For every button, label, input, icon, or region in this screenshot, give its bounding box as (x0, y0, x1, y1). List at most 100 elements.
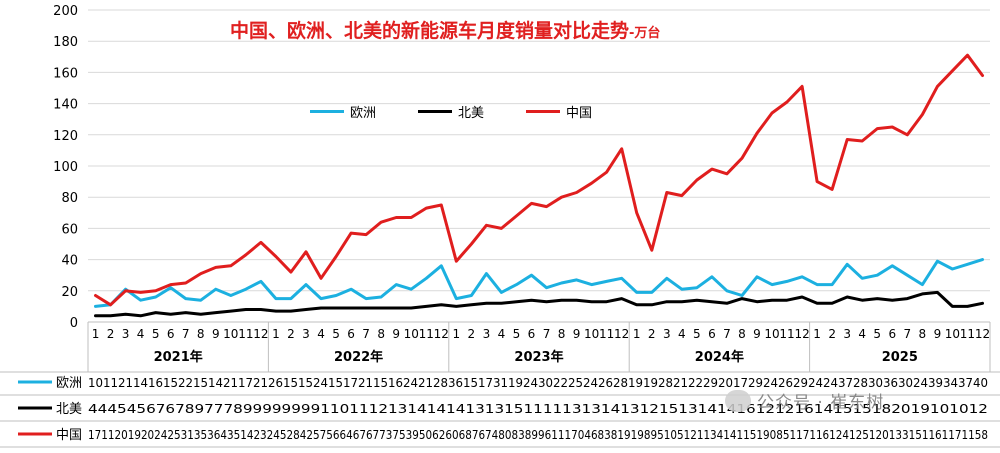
x-tick-label-month: 6 (528, 327, 536, 341)
x-tick-label-month: 12 (253, 327, 268, 341)
x-tick-label-month: 4 (137, 327, 145, 341)
y-tick-label: 100 (53, 160, 78, 175)
x-tick-label-month: 3 (483, 327, 491, 341)
x-tick-label-month: 6 (167, 327, 175, 341)
y-tick-label: 180 (53, 35, 78, 50)
x-tick-label-month: 11 (419, 327, 434, 341)
x-tick-label-month: 5 (873, 327, 881, 341)
y-tick-label: 0 (70, 316, 78, 331)
x-tick-label-month: 4 (858, 327, 866, 341)
x-tick-label-month: 2 (828, 327, 836, 341)
x-tick-label-month: 10 (764, 327, 779, 341)
table-row-name: 欧洲 (56, 376, 82, 391)
x-tick-label-month: 1 (813, 327, 821, 341)
x-tick-label-month: 5 (513, 327, 521, 341)
x-tick-label-month: 9 (212, 327, 220, 341)
x-tick-label-month: 2 (287, 327, 295, 341)
table-row-values: 4445456767897778999999991101112131414141… (88, 402, 988, 416)
x-tick-label-month: 2 (107, 327, 115, 341)
x-tick-label-month: 2 (648, 327, 656, 341)
legend-swatch-north-america (418, 110, 453, 113)
x-tick-label-month: 8 (919, 327, 927, 341)
legend-label-north-america: 北美 (458, 106, 485, 121)
x-tick-label-month: 4 (678, 327, 686, 341)
series-line-china (94, 53, 984, 307)
legend-swatch-china (526, 110, 561, 113)
x-tick-label-month: 10 (584, 327, 599, 341)
x-tick-label-month: 3 (663, 327, 671, 341)
x-tick-label-month: 2 (468, 327, 476, 341)
x-tick-label-month: 6 (347, 327, 355, 341)
watermark-text: 公众号 · 崔东树 (757, 393, 885, 413)
legend-label-china: 中国 (566, 106, 593, 121)
x-tick-label-month: 11 (238, 327, 253, 341)
chart-title-unit: -万台 (629, 26, 661, 41)
table-row-name: 中国 (56, 428, 82, 443)
x-tick-label-month: 1 (452, 327, 460, 341)
x-tick-label-month: 9 (573, 327, 581, 341)
x-tick-label-month: 7 (723, 327, 731, 341)
legend-item-europe: 欧洲 (310, 102, 376, 121)
x-tick-label-month: 9 (753, 327, 761, 341)
y-tick-label: 80 (61, 191, 78, 206)
x-tick-label-month: 4 (498, 327, 506, 341)
y-tick-label: 140 (53, 98, 78, 113)
x-tick-label-month: 7 (362, 327, 370, 341)
wechat-logo-icon (725, 390, 751, 412)
x-tick-label-month: 10 (945, 327, 960, 341)
x-tick-label-month: 5 (152, 327, 160, 341)
x-tick-label-year: 2024年 (695, 349, 744, 365)
y-tick-label: 200 (53, 4, 78, 19)
legend-item-north-america: 北美 (418, 102, 484, 121)
x-tick-label-month: 7 (182, 327, 190, 341)
x-tick-label-month: 11 (779, 327, 794, 341)
x-tick-label-month: 1 (633, 327, 641, 341)
table-row-values: 1011211416152215142117212615152415172115… (88, 376, 988, 390)
x-tick-label-year: 2021年 (154, 349, 203, 365)
x-tick-label-month: 4 (317, 327, 325, 341)
x-tick-label-month: 12 (434, 327, 449, 341)
x-tick-label-month: 12 (794, 327, 809, 341)
chart-legend: 欧洲 北美 中国 (310, 102, 634, 121)
x-tick-label-month: 7 (543, 327, 551, 341)
x-tick-label-year: 2023年 (514, 349, 563, 365)
x-tick-label-month: 8 (738, 327, 746, 341)
x-tick-label-year: 2025 (882, 350, 918, 365)
x-tick-label-month: 9 (392, 327, 400, 341)
chart-title: 中国、欧洲、北美的新能源车月度销量对比走势-万台 (230, 16, 660, 43)
x-tick-label-month: 8 (197, 327, 205, 341)
x-tick-label-month: 9 (934, 327, 942, 341)
y-tick-label: 40 (61, 254, 78, 269)
x-tick-label-month: 5 (693, 327, 701, 341)
x-tick-label-month: 12 (614, 327, 629, 341)
x-tick-label-month: 12 (975, 327, 990, 341)
x-tick-label-month: 3 (302, 327, 310, 341)
watermark: 公众号 · 崔东树 (725, 388, 884, 413)
y-tick-label: 60 (61, 222, 78, 237)
legend-label-europe: 欧洲 (350, 106, 377, 121)
chart-title-text: 中国、欧洲、北美的新能源车月度销量对比走势 (230, 20, 630, 42)
x-tick-label-month: 7 (903, 327, 911, 341)
x-tick-label-month: 1 (272, 327, 280, 341)
x-tick-label-month: 1 (92, 327, 100, 341)
table-row-name: 北美 (56, 402, 82, 417)
y-tick-label: 160 (53, 66, 78, 81)
y-tick-label: 120 (53, 129, 78, 144)
series-line-europe (94, 258, 984, 308)
legend-swatch-europe (310, 110, 344, 113)
x-tick-label-month: 8 (558, 327, 566, 341)
table-row-values: 1711201920242531353643514232452842575664… (88, 428, 988, 442)
x-tick-label-month: 3 (843, 327, 851, 341)
x-tick-label-month: 3 (122, 327, 130, 341)
legend-item-china: 中国 (526, 102, 592, 121)
x-tick-label-month: 5 (332, 327, 340, 341)
series-line-north-america (94, 290, 984, 318)
x-tick-label-month: 8 (377, 327, 385, 341)
x-tick-label-year: 2022年 (334, 349, 383, 365)
x-tick-label-month: 10 (223, 327, 238, 341)
x-tick-label-month: 11 (960, 327, 975, 341)
x-tick-label-month: 6 (708, 327, 716, 341)
x-tick-label-month: 10 (404, 327, 419, 341)
